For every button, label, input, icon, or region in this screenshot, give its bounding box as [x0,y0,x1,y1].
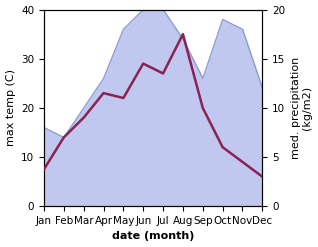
Y-axis label: max temp (C): max temp (C) [5,69,16,146]
Y-axis label: med. precipitation
(kg/m2): med. precipitation (kg/m2) [291,57,313,159]
X-axis label: date (month): date (month) [112,231,194,242]
